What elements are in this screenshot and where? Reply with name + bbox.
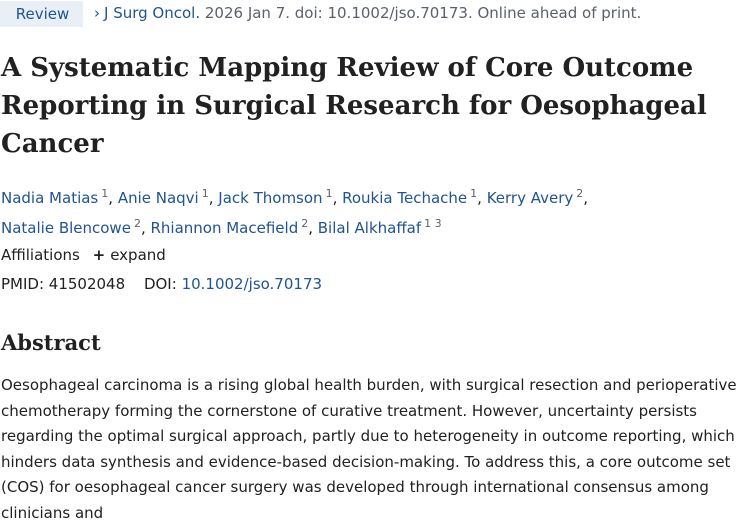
affiliation-ref[interactable]: 1 <box>201 187 209 200</box>
affiliation-ref[interactable]: 2 <box>133 217 141 230</box>
publication-type-badge[interactable]: Review <box>0 1 83 27</box>
doi-link[interactable]: 10.1002/jso.70173 <box>181 275 323 293</box>
affiliation-ref[interactable]: 1 <box>470 187 478 200</box>
author-link[interactable]: Roukia Techache <box>342 189 468 207</box>
author-link[interactable]: Natalie Blencowe <box>1 219 131 237</box>
expand-label: expand <box>110 246 166 264</box>
affiliations-toggle[interactable]: Affiliations + expand <box>1 246 166 264</box>
article-title: A Systematic Mapping Review of Core Outc… <box>1 53 707 159</box>
author-link[interactable]: Bilal Alkhaffaf <box>317 219 422 237</box>
pmid-value: 41502048 <box>48 275 126 293</box>
affiliation-ref[interactable]: 1 3 <box>424 217 442 230</box>
author-link[interactable]: Nadia Matias <box>1 189 99 207</box>
doi-label: DOI: <box>143 275 177 293</box>
affiliation-ref[interactable]: 1 <box>325 187 333 200</box>
affiliations-label: Affiliations <box>1 246 80 264</box>
plus-icon: + <box>92 246 106 264</box>
author-link[interactable]: Rhiannon Macefield <box>150 219 299 237</box>
author-link[interactable]: Kerry Avery <box>486 189 574 207</box>
abstract-heading: Abstract <box>1 330 101 355</box>
article-identifiers: PMID: 41502048 DOI: 10.1002/jso.70173 <box>1 275 322 293</box>
author-link[interactable]: Anie Naqvi <box>117 189 199 207</box>
citation-details: 2026 Jan 7. doi: 10.1002/jso.70173. Onli… <box>204 4 642 22</box>
journal-link[interactable]: J Surg Oncol. <box>104 4 201 22</box>
author-list: Nadia Matias 1, Anie Naqvi 1, Jack Thomson… <box>1 187 589 237</box>
affiliation-ref[interactable]: 2 <box>301 217 309 230</box>
author-link[interactable]: Jack Thomson <box>218 189 323 207</box>
pmid-label: PMID: <box>1 275 45 293</box>
chevron-right-icon: › <box>94 4 100 22</box>
affiliation-ref[interactable]: 1 <box>101 187 109 200</box>
journal-citation: › J Surg Oncol. 2026 Jan 7. doi: 10.1002/… <box>94 4 641 22</box>
abstract-text: Oesophageal carcinoma is a rising global… <box>1 376 737 522</box>
expand-button[interactable]: + expand <box>93 246 166 264</box>
affiliation-ref[interactable]: 2 <box>576 187 584 200</box>
